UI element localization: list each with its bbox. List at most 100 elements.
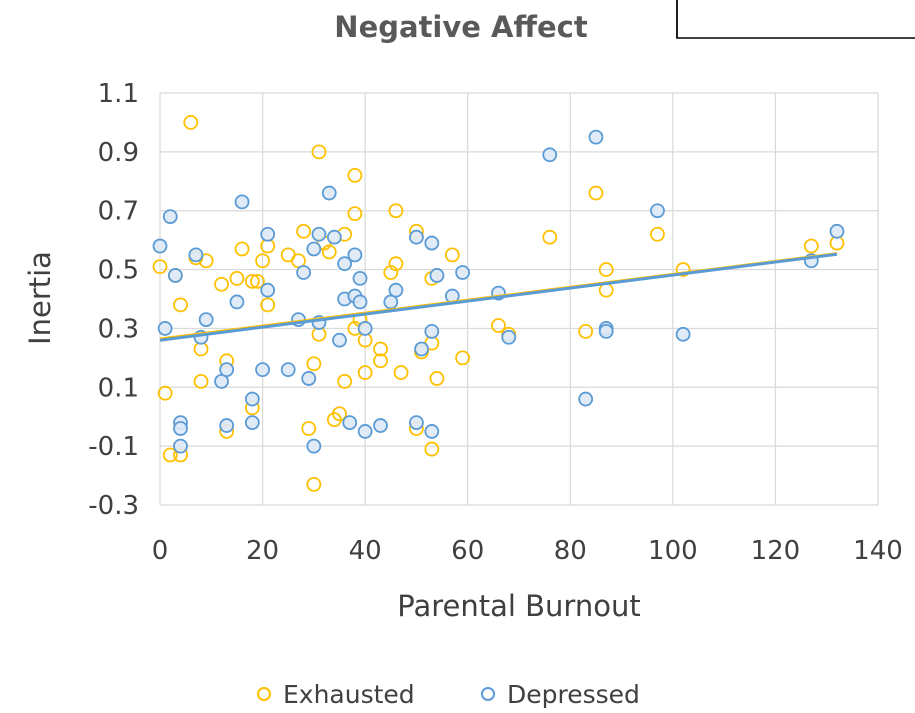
- gridlines: [159, 92, 879, 506]
- data-point-depressed: [414, 341, 429, 357]
- y-tick-label: 0.7: [98, 197, 139, 227]
- data-point-depressed: [357, 321, 373, 336]
- y-axis-title: Inertia: [23, 251, 57, 345]
- data-point-depressed: [188, 247, 204, 263]
- data-point-depressed: [409, 415, 424, 431]
- y-tick-label: 1.1: [98, 79, 139, 109]
- data-point-depressed: [280, 362, 296, 378]
- data-point-depressed: [424, 424, 440, 439]
- data-point-depressed: [157, 321, 173, 336]
- data-point-exhausted: [250, 273, 265, 289]
- data-point-exhausted: [357, 365, 373, 380]
- data-point-exhausted: [260, 297, 276, 313]
- data-point-exhausted: [373, 341, 388, 357]
- data-point-depressed: [167, 268, 183, 283]
- x-tick-label: 120: [751, 536, 801, 566]
- data-point-exhausted: [588, 185, 604, 201]
- data-point-exhausted: [157, 385, 173, 401]
- data-point-depressed: [219, 362, 235, 378]
- data-point-exhausted: [255, 253, 270, 269]
- data-point-exhausted: [321, 244, 337, 260]
- data-point-exhausted: [332, 406, 347, 422]
- chart-title: Negative Affect: [334, 10, 588, 44]
- data-point-exhausted: [183, 115, 199, 130]
- data-point-exhausted: [675, 262, 691, 277]
- data-point-exhausted: [214, 276, 229, 292]
- data-point-depressed: [162, 209, 178, 225]
- series-depressed: [152, 129, 845, 454]
- data-point-depressed: [219, 418, 235, 433]
- data-point-depressed: [311, 226, 327, 242]
- data-point-depressed: [424, 323, 440, 339]
- data-point-exhausted: [347, 206, 363, 222]
- data-point-exhausted: [542, 229, 558, 245]
- data-point-depressed: [342, 415, 358, 431]
- data-point-exhausted: [598, 262, 614, 277]
- data-point-depressed: [501, 329, 517, 345]
- data-point-depressed: [198, 312, 214, 328]
- data-point-depressed: [429, 268, 445, 283]
- y-tick-label: -0.3: [88, 491, 139, 521]
- data-point-depressed: [388, 282, 404, 298]
- data-point-depressed: [332, 332, 347, 348]
- data-point-depressed: [255, 362, 270, 378]
- legend-label-depressed: Depressed: [507, 680, 640, 709]
- data-point-depressed: [542, 147, 558, 163]
- data-point-exhausted: [193, 373, 209, 389]
- data-point-depressed: [306, 438, 322, 454]
- data-point-depressed: [650, 203, 665, 219]
- data-point-depressed: [152, 238, 168, 254]
- x-tick-label: 0: [152, 536, 169, 566]
- data-point-depressed: [234, 194, 250, 210]
- data-point-exhausted: [455, 350, 470, 366]
- data-point-depressed: [409, 229, 424, 245]
- data-point-depressed: [173, 438, 188, 454]
- data-point-exhausted: [311, 144, 327, 160]
- data-point-depressed: [296, 265, 312, 280]
- data-point-exhausted: [347, 167, 363, 183]
- data-point-depressed: [347, 247, 363, 263]
- data-point-exhausted: [296, 223, 312, 239]
- data-point-depressed: [306, 241, 322, 257]
- series-points: [152, 115, 845, 492]
- y-tick-label: 0.3: [98, 314, 139, 344]
- y-tick-label: 0.1: [98, 373, 139, 403]
- data-point-depressed: [260, 282, 276, 298]
- data-point-depressed: [424, 235, 440, 251]
- x-tick-label: 100: [648, 536, 698, 566]
- data-point-exhausted: [429, 371, 445, 386]
- data-point-depressed: [357, 424, 373, 439]
- trendlines: [159, 252, 838, 342]
- data-point-exhausted: [301, 421, 317, 436]
- data-point-depressed: [675, 326, 691, 342]
- data-point-depressed: [321, 185, 337, 201]
- y-tick-label: 0.9: [98, 138, 139, 168]
- data-point-exhausted: [491, 318, 506, 333]
- data-point-exhausted: [393, 365, 409, 380]
- legend-marker-depressed: [481, 687, 495, 701]
- data-point-depressed: [598, 323, 614, 339]
- data-point-exhausted: [244, 273, 260, 289]
- data-point-exhausted: [578, 323, 594, 339]
- x-axis-title: Parental Burnout: [397, 589, 640, 623]
- y-tick-label: -0.1: [88, 432, 139, 462]
- data-point-depressed: [229, 294, 245, 310]
- data-point-exhausted: [173, 297, 188, 313]
- x-tick-label: 40: [349, 536, 382, 566]
- tick-labels: 1.1 0.9 0.7 0.5 0.3 0.1 -0.1 -0.3 0 20 40 60 80 100 12…: [88, 79, 903, 566]
- data-point-depressed: [352, 270, 368, 286]
- x-tick-label: 60: [451, 536, 484, 566]
- data-point-depressed: [326, 229, 342, 245]
- data-point-exhausted: [373, 353, 388, 369]
- data-point-depressed: [260, 226, 276, 242]
- data-point-exhausted: [388, 203, 404, 219]
- data-point-depressed: [588, 129, 604, 145]
- x-tick-label: 20: [246, 536, 279, 566]
- data-point-exhausted: [229, 270, 245, 286]
- data-point-depressed: [455, 265, 470, 280]
- legend-label-exhausted: Exhausted: [283, 680, 415, 709]
- data-point-depressed: [337, 256, 353, 272]
- data-point-exhausted: [803, 238, 819, 254]
